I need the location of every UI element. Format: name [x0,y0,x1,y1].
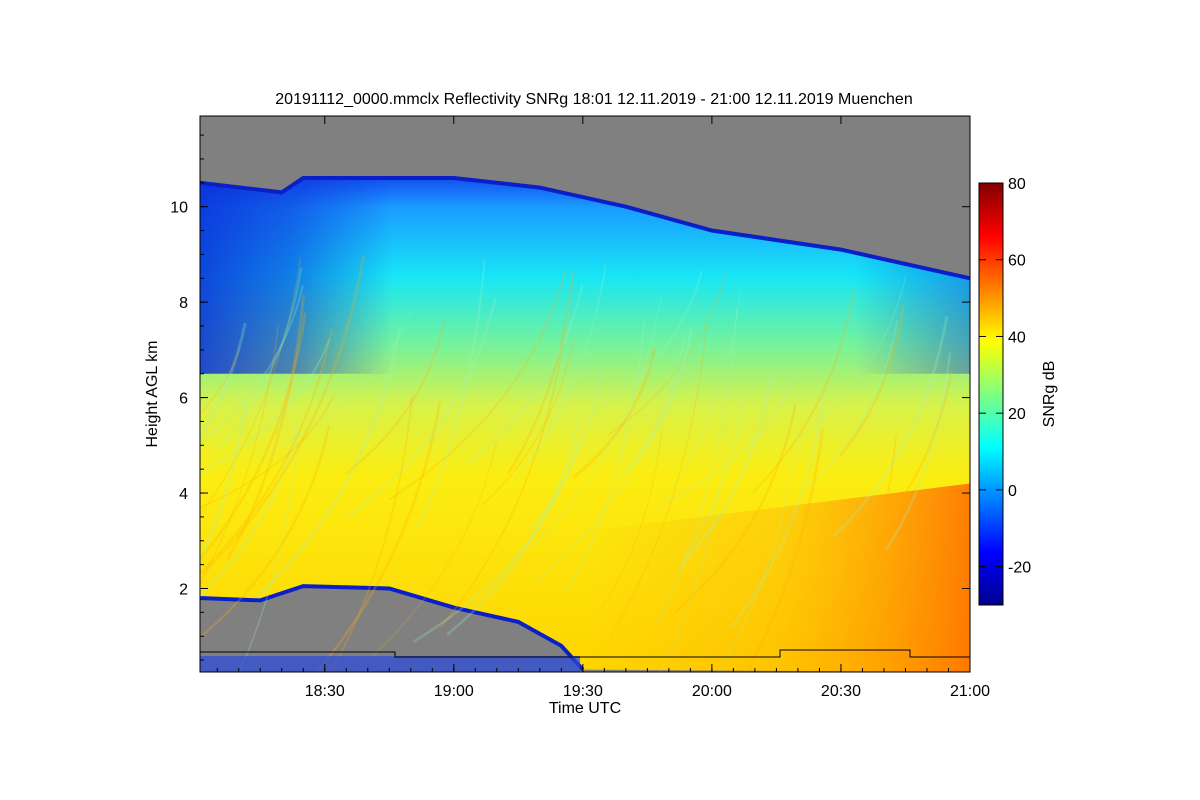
fall-streak [797,274,907,440]
x-tick-label: 19:30 [563,683,603,700]
fall-streak [345,321,446,475]
fall-streak [674,403,797,614]
fall-streak [200,258,302,516]
fall-streak [439,326,567,629]
x-tick-label: 19:00 [434,683,474,700]
fall-streak [412,438,581,644]
echo-top-edge [200,176,970,281]
fall-streak [565,317,646,593]
fall-streak [572,347,657,479]
y-tick-label: 6 [179,391,188,408]
surface-clutter-band [200,656,580,672]
fall-streak [200,324,279,585]
x-tick-label: 20:30 [821,683,861,700]
colorbar-tick-label: 40 [1008,329,1026,346]
x-tick-label: 21:00 [950,683,990,700]
fall-streak [599,428,663,612]
fall-streak [200,347,241,415]
chart-title: 20191112_0000.mmclx Reflectivity SNRg 18… [275,91,912,108]
fall-streak [200,285,304,446]
fall-streak [833,316,949,537]
fall-streak [534,330,687,583]
fall-streak [200,421,300,599]
colorbar-tick-label: 60 [1008,253,1026,270]
streaks [200,254,953,672]
fall-streak [620,327,693,478]
fall-streak [850,370,953,559]
fall-streak [656,286,742,513]
fall-streak [730,389,826,628]
y-axis: 2 4 6 8 10 [170,134,970,661]
fall-streak [255,329,401,598]
fall-streak [346,298,497,518]
fall-streak [200,338,331,476]
fall-streak [463,284,584,467]
colorbar-tick-label: 0 [1008,483,1017,500]
fall-streak [682,389,746,560]
y-axis-label: Height AGL km [144,340,161,447]
fall-streak [200,312,307,562]
y-tick-label: 2 [179,581,188,598]
plot-frame [199,115,971,673]
y-tick-label: 8 [179,295,188,312]
colorbar-tick-label: 80 [1008,176,1026,193]
fall-streak [606,268,728,437]
fall-streak [745,428,824,672]
fall-streak [530,295,662,549]
x-tick-label: 20:00 [692,683,732,700]
fall-streak [255,310,411,459]
fall-streak [659,420,730,672]
fall-streak [201,254,365,575]
baseline-trace [200,649,970,658]
x-tick-label: 18:30 [305,683,345,700]
colorbar-tick-label: 20 [1008,406,1026,423]
fall-streak [666,376,794,503]
fall-streak [806,320,899,490]
fall-streak [839,304,905,457]
fall-streak [200,328,333,575]
colorbar-tick-label: -20 [1008,560,1031,577]
fall-streak [506,271,575,475]
fall-streak [226,294,306,561]
fall-streak [416,259,486,529]
colorbar: -20 0 20 40 60 80 SNRg dB [978,176,1058,606]
fall-streak [831,435,898,672]
fall-streak [315,400,442,672]
fall-streak [718,430,799,672]
x-axis-label: Time UTC [549,700,621,717]
fall-streak [511,264,607,483]
y-tick-label: 4 [179,486,188,503]
fall-streak [446,420,579,636]
fall-streak [656,307,738,626]
colorbar-gradient [978,182,1004,606]
fall-streak [200,398,248,564]
fall-streak [200,322,247,440]
fall-streak [388,268,567,501]
fall-streak [677,376,772,570]
fall-streak [200,425,331,639]
fall-streak [752,288,856,493]
fall-streak [218,267,303,450]
fall-streak [592,270,703,414]
fall-streak [610,325,708,636]
fall-streak [528,361,604,531]
colorbar-ticks: -20 0 20 40 60 80 [979,176,1031,577]
cloud-base-edge [200,584,585,671]
warm-overlay [587,483,970,672]
colorbar-label: SNRg dB [1041,361,1058,428]
y-tick-label: 10 [170,200,188,217]
plot-area [200,116,970,672]
echo-top-shade [200,178,970,374]
fall-streak [481,338,575,507]
fall-streak [200,393,335,509]
fall-streak [238,431,300,672]
fall-streak [884,352,952,552]
x-axis: 18:30 19:00 19:30 20:00 20:30 21:00 [216,116,990,700]
